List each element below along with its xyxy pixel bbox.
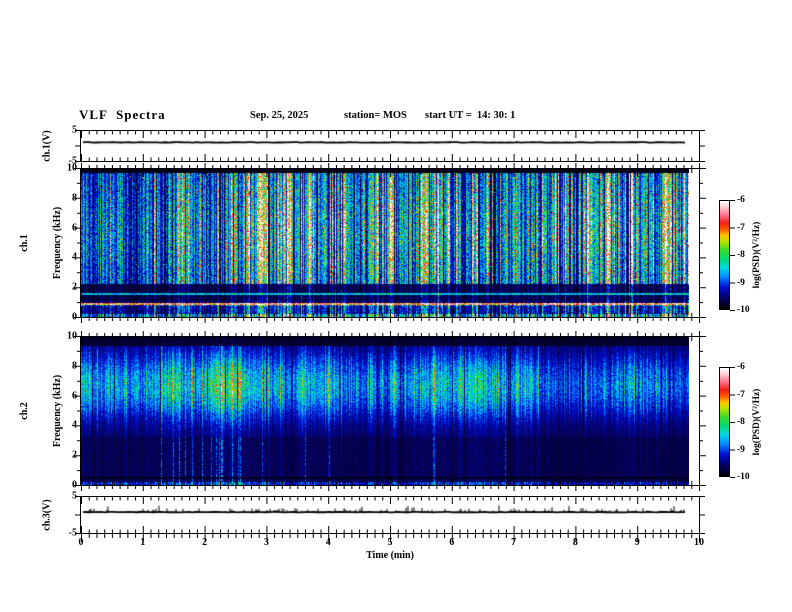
ch3-voltage-axis-label: ch.3(V) bbox=[41, 499, 53, 531]
time-tick-label: 3 bbox=[263, 537, 269, 548]
ch1-spectrogram-ytick-label: 0 bbox=[72, 311, 77, 323]
ch2-spectrogram-image bbox=[81, 337, 689, 485]
time-tick-label: 6 bbox=[449, 537, 455, 548]
ch2-spectrogram-ytick-label: 0 bbox=[72, 479, 77, 491]
time-tick-label: 1 bbox=[140, 537, 146, 548]
ch3-waveform-ytick-label: 5 bbox=[72, 490, 77, 502]
ch2-spectrogram-ytick-label: 8 bbox=[72, 360, 77, 372]
ch1-frequency-axis-label-line1: ch.1 bbox=[19, 234, 30, 252]
colorbar-tick-label: -6 bbox=[737, 362, 745, 372]
time-tick-label: 9 bbox=[634, 537, 640, 548]
ch2-spectrogram-ytick-label: 10 bbox=[67, 330, 77, 342]
ch1-frequency-axis-label-line2: Frequency (kHz) bbox=[52, 206, 63, 280]
colorbar-ch2-label: log(PSD)(V²/Hz) bbox=[752, 388, 762, 456]
ch2-frequency-axis-label-line2: Frequency (kHz) bbox=[52, 374, 63, 448]
colorbar-tick-label: -9 bbox=[737, 444, 745, 455]
ch3-waveform-trace bbox=[81, 497, 689, 533]
ch1-waveform-ytick-label: -5 bbox=[68, 155, 77, 167]
colorbar-ch1-label: log(PSD)(V²/Hz) bbox=[752, 221, 762, 289]
colorbar-tick-label: -9 bbox=[737, 277, 745, 288]
ch1-spectrogram-panel bbox=[80, 168, 700, 318]
colorbar-tick-label: -8 bbox=[737, 417, 745, 427]
figure-title: VLF Spectra bbox=[79, 107, 166, 122]
ch3-waveform-ytick-label: -5 bbox=[68, 527, 77, 539]
ch1-waveform-ytick-label: 5 bbox=[72, 124, 77, 136]
ch2-spectrogram-ytick-label: 2 bbox=[72, 449, 77, 461]
ch2-spectrogram-ytick-label: 4 bbox=[72, 419, 77, 431]
colorbar-tick-label: -7 bbox=[737, 222, 745, 233]
colorbar-tick-label: -7 bbox=[737, 389, 745, 400]
ch1-waveform-trace bbox=[81, 131, 689, 161]
ch1-spectrogram-ytick-label: 4 bbox=[72, 251, 77, 263]
time-axis-label: Time (min) bbox=[366, 550, 414, 561]
colorbar-tick-label: -8 bbox=[737, 250, 745, 260]
ch2-frequency-axis-label-line1: ch.2 bbox=[19, 402, 30, 420]
ch1-spectrogram-image bbox=[81, 169, 689, 317]
time-tick-label: 10 bbox=[694, 537, 704, 548]
start-ut-label: start UT = 14: 30: 1 bbox=[425, 110, 516, 121]
time-tick-label: 7 bbox=[511, 537, 517, 548]
ch1-frequency-axis-label: ch.1 Frequency (kHz) bbox=[0, 207, 85, 279]
station-label: station= MOS bbox=[344, 110, 407, 121]
ch1-voltage-axis-label: ch.1(V) bbox=[41, 130, 53, 162]
time-tick-label: 2 bbox=[202, 537, 208, 548]
colorbar-ch1 bbox=[719, 200, 730, 310]
date-label: Sep. 25, 2025 bbox=[250, 110, 309, 121]
ch1-spectrogram-ytick-label: 6 bbox=[72, 222, 77, 234]
colorbar-tick-label: -6 bbox=[737, 195, 745, 205]
ch2-frequency-axis-label: ch.2 Frequency (kHz) bbox=[0, 375, 85, 447]
colorbar-tick-label: -10 bbox=[737, 472, 750, 482]
time-tick-label: 8 bbox=[572, 537, 578, 548]
ch1-spectrogram-ytick-label: 2 bbox=[72, 281, 77, 293]
colorbar-tick-label: -10 bbox=[737, 305, 750, 315]
time-tick-label: 0 bbox=[78, 537, 84, 548]
time-tick-label: 5 bbox=[387, 537, 393, 548]
ch2-spectrogram-panel bbox=[80, 336, 700, 486]
ch1-waveform-panel bbox=[80, 130, 700, 162]
ch1-spectrogram-ytick-label: 8 bbox=[72, 192, 77, 204]
ch2-spectrogram-ytick-label: 6 bbox=[72, 390, 77, 402]
colorbar-ch2 bbox=[719, 367, 730, 477]
ch3-waveform-panel bbox=[80, 496, 700, 534]
ch1-spectrogram-ytick-label: 10 bbox=[67, 162, 77, 174]
time-tick-label: 4 bbox=[325, 537, 331, 548]
